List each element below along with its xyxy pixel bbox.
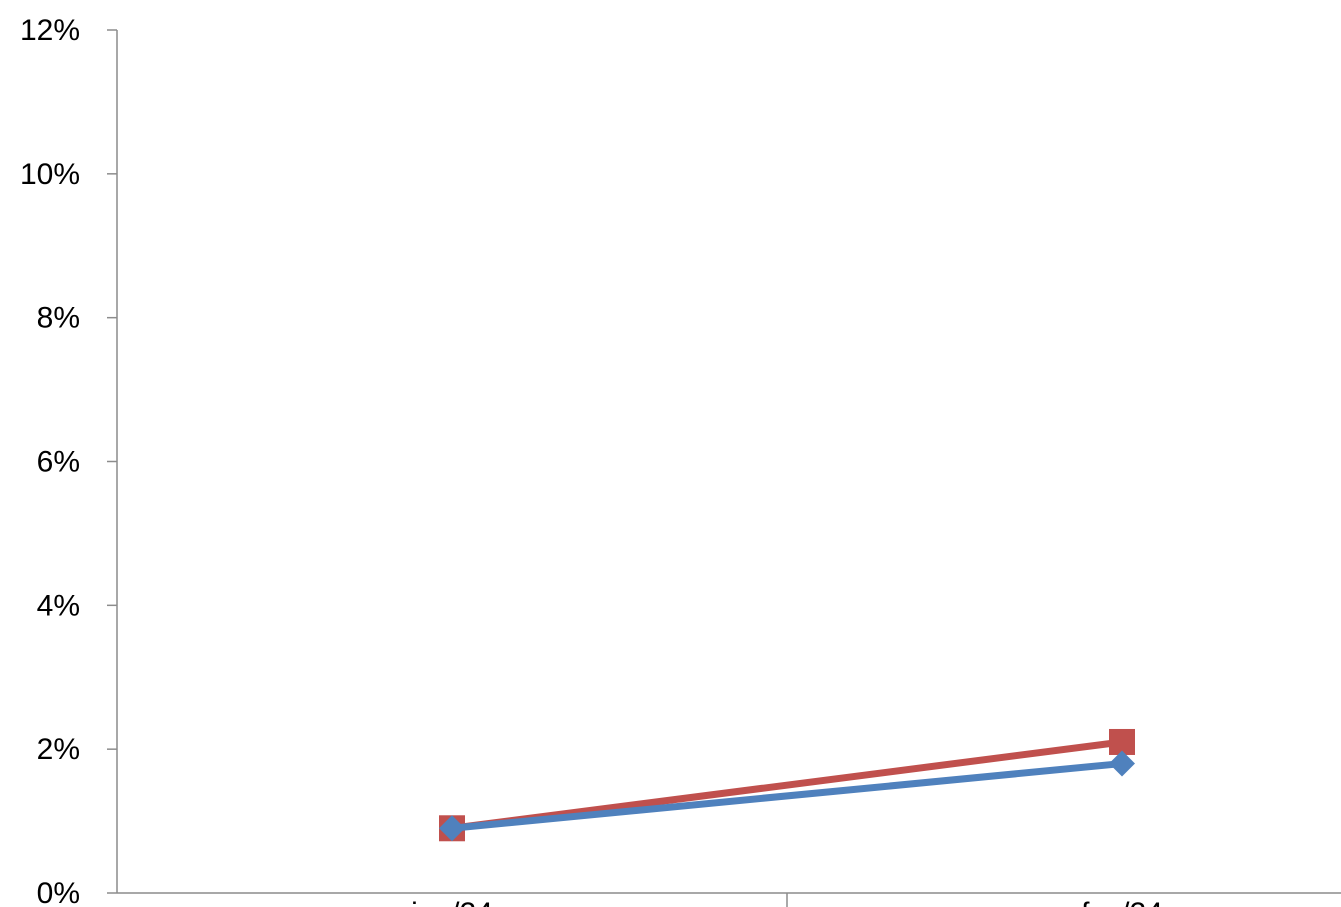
x-axis-tick-labels: jan/24 fev/24 bbox=[410, 897, 1163, 907]
series-1 bbox=[439, 728, 1135, 842]
series-line bbox=[451, 738, 1123, 832]
y-tick-label: 0% bbox=[37, 877, 80, 907]
data-point-diamond bbox=[439, 815, 465, 842]
chart-axes bbox=[116, 30, 1341, 894]
series-2 bbox=[439, 750, 1135, 842]
y-tick-label: 6% bbox=[37, 446, 80, 479]
y-axis-tick-labels: 0% 2% 4% 6% 8% 10% 12% bbox=[20, 14, 80, 907]
x-tick-label: jan/24 bbox=[410, 897, 493, 907]
y-tick-label: 2% bbox=[37, 733, 80, 766]
y-axis-ticks bbox=[107, 29, 117, 894]
series-line bbox=[451, 760, 1123, 832]
series-layer bbox=[439, 728, 1135, 842]
x-tick-label: fev/24 bbox=[1081, 897, 1163, 907]
y-tick-label: 12% bbox=[20, 14, 80, 47]
y-tick-label: 8% bbox=[37, 302, 80, 335]
y-tick-label: 4% bbox=[37, 589, 80, 622]
data-point-diamond bbox=[1109, 750, 1135, 777]
y-tick-label: 10% bbox=[20, 158, 80, 191]
